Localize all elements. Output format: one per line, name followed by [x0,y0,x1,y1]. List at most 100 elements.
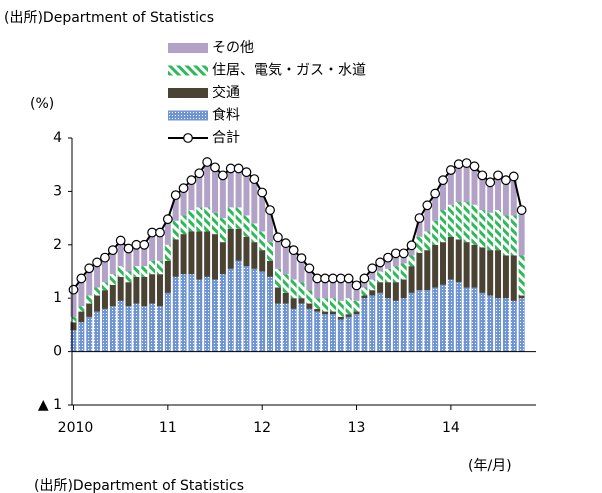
bar-segment [337,319,344,352]
total-marker [178,183,189,194]
bar-segment [282,303,289,352]
bar-segment [188,180,195,211]
bar-segment [440,180,447,211]
bar-segment [479,247,486,293]
total-marker [343,273,354,284]
bar-segment [384,268,391,283]
bar-segment [298,298,305,304]
bar-segment [212,167,219,213]
bar-segment [125,282,132,307]
bar-segment [219,175,226,219]
legend-swatch [168,110,208,121]
bar-segment [188,210,195,232]
bar-segment [133,303,140,352]
bar-segment [369,295,376,352]
bar-segment [306,268,313,291]
bar-segment [518,255,525,296]
bar-segment [322,314,329,352]
total-marker [501,175,511,186]
bar-segment [243,215,250,237]
bar-segment [70,316,77,323]
bar-segment [259,250,266,272]
bar-segment [447,170,454,205]
total-marker [115,235,126,246]
bar-segment [353,284,360,301]
bar-segment [274,236,281,269]
bar-segment [495,175,502,211]
x-tick-label: 12 [253,420,271,436]
bar-segment [392,252,399,267]
total-marker [296,253,307,264]
bar-segment [188,231,195,275]
total-marker [516,205,527,215]
total-marker [406,240,417,251]
bar-segment [196,231,203,280]
bar-segment [156,274,163,307]
bar-segment [259,191,266,232]
bar-segment [495,298,502,352]
bar-segment [204,276,211,352]
bar-segment [369,268,376,280]
bar-segment [290,250,297,280]
bar-segment [432,244,439,288]
x-axis-label: (年/月) [468,458,512,474]
bar-segment [274,303,281,352]
total-marker [170,190,181,201]
bar-segment [156,260,163,275]
bar-segment [267,242,274,261]
total-marker [273,232,283,243]
bar-segment [495,250,502,299]
bar-segment [196,279,203,352]
total-marker [186,175,197,186]
bar-segment [377,263,384,272]
bar-segment [400,298,407,352]
bar-segment [322,311,329,315]
bar-segment [117,266,124,277]
bar-segment [455,239,462,283]
bar-segment [149,303,156,352]
bar-segment [298,258,305,283]
bar-segment [369,290,376,296]
bar-segment [70,290,77,317]
bar-segment [384,298,391,352]
bar-segment [172,239,179,277]
bar-segment [94,287,101,296]
total-marker [241,167,252,178]
bar-segment [164,244,171,261]
total-marker [257,187,268,198]
bar-segment [518,298,525,352]
bar-segment [125,306,132,352]
bar-segment [440,284,447,352]
source: (出所)Department of Statistics [34,478,244,493]
bar-segment [101,290,108,309]
y-axis-label: (%) [30,96,54,112]
total-marker [288,245,299,256]
total-marker [485,177,496,188]
bar-segment [353,311,360,315]
bar-segment [212,279,219,352]
bar-segment [212,234,219,280]
bar-segment [188,274,195,352]
total-marker [76,273,87,284]
bar-segment [337,300,344,317]
bar-segment [86,316,93,352]
bar-segment [424,290,431,352]
legend-swatch [168,65,208,76]
bar-segment [290,298,297,309]
bar-segment [447,279,454,352]
bar-segment [109,250,116,275]
bar-segment [251,180,258,224]
bar-segment [235,207,242,229]
bar-segment [432,194,439,221]
legend-swatch [168,88,208,98]
bar-segment [345,279,352,299]
bar-segment [274,287,281,304]
bar-segment [141,276,148,307]
bar-segment [109,274,116,285]
x-tick-label: 2010 [58,420,94,436]
bar-segment [164,260,171,293]
bar-segment [384,258,391,269]
bar-segment [243,236,250,267]
bar-segment [353,314,360,352]
bar-segment [463,202,470,243]
